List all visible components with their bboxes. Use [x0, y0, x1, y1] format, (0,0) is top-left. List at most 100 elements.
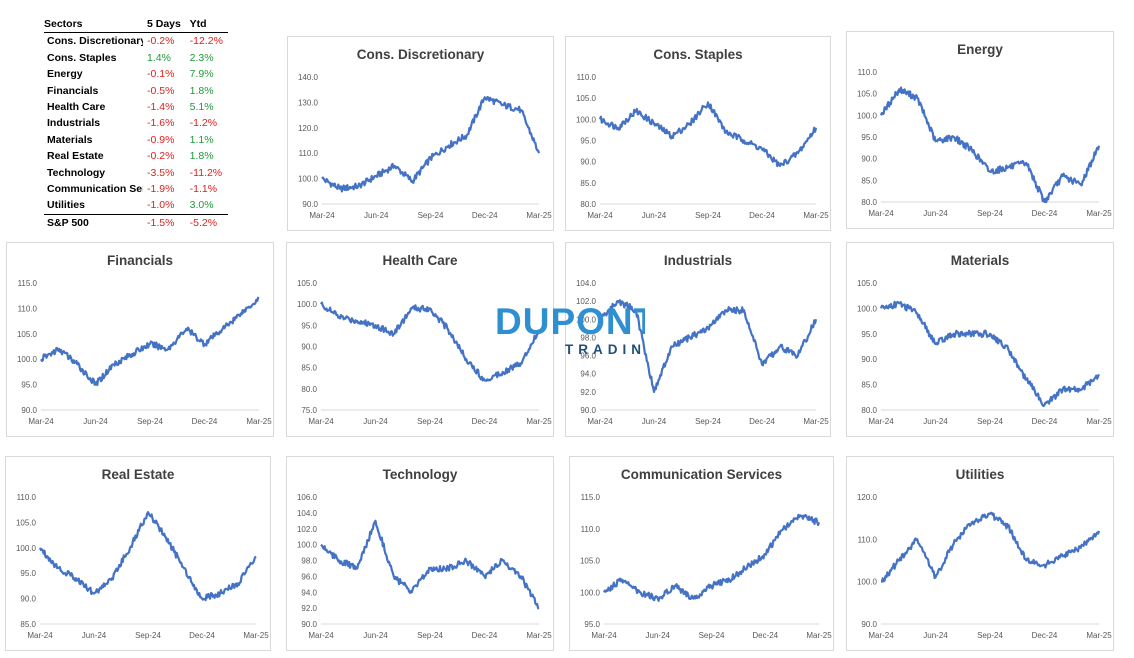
y-tick-label: 92.0: [580, 388, 596, 397]
y-tick-label: 110.0: [858, 68, 878, 77]
table-row: Cons. Discretionary -0.2% -12.2%: [44, 33, 228, 50]
x-tick-label: Dec-24: [1032, 417, 1058, 426]
line-chart: 90.0 92.0 94.0 96.0 98.0 100.0 102.0 104.0 Mar-2…: [576, 279, 829, 426]
y-tick-label: 105.0: [297, 279, 318, 288]
y-tick-label: 110.0: [17, 493, 37, 502]
y-tick-label: 110.0: [299, 149, 319, 158]
x-tick-label: Jun-24: [923, 417, 948, 426]
series-line: [321, 95, 541, 193]
y-tick-label: 100.0: [298, 175, 319, 184]
line-chart: 80.0 85.0 90.0 95.0 100.0 105.0 Mar-24 Jun-24 Se…: [857, 279, 1112, 426]
five-day-change: -1.5%: [143, 213, 186, 232]
y-tick-label: 90.0: [301, 620, 317, 629]
ytd-change: 1.8%: [189, 84, 214, 97]
y-tick-label: 110.0: [577, 73, 597, 82]
x-tick-label: Jun-24: [83, 417, 108, 426]
x-tick-label: Jun-24: [923, 209, 948, 218]
logo-word: DUPONT: [495, 302, 645, 342]
line-chart: 80.0 85.0 90.0 95.0 100.0 105.0 110.0 Mar-24 Jun…: [576, 73, 829, 220]
ytd-change: 2.3%: [189, 51, 214, 64]
y-tick-label: 115.0: [581, 493, 601, 502]
line-chart: 90.0 100.0 110.0 120.0 130.0 140.0 Mar-24 Jun-2…: [298, 73, 552, 220]
line-chart: 95.0 100.0 105.0 110.0 115.0 Mar-24 Jun-24 Sep-…: [580, 493, 832, 640]
sector-name: Health Care: [47, 101, 106, 114]
y-tick-label: 80.0: [861, 198, 877, 207]
x-tick-label: Sep-24: [417, 417, 443, 426]
y-tick-label: 96.0: [580, 352, 596, 361]
y-tick-label: 75.0: [301, 406, 317, 415]
x-tick-label: Mar-24: [308, 417, 334, 426]
chart-panel-industrials: Industrials 90.0 92.0 94.0 96.0 98.0 100.0 102.…: [565, 242, 831, 437]
five-day-change: -1.9%: [147, 183, 175, 196]
x-tick-label: Sep-24: [977, 209, 1003, 218]
table-row: Financials -0.5% 1.8%: [44, 83, 228, 99]
y-tick-label: 80.0: [861, 406, 877, 415]
sector-name: Real Estate: [47, 150, 104, 163]
table-row: Health Care -1.4% 5.1%: [44, 99, 228, 115]
series-line: [599, 299, 818, 393]
line-chart: 80.0 85.0 90.0 95.0 100.0 105.0 110.0 Mar-24 Jun…: [857, 68, 1112, 218]
x-tick-label: Mar-24: [308, 631, 334, 640]
chart-title: Cons. Discretionary: [356, 47, 485, 62]
x-tick-label: Mar-24: [587, 211, 613, 220]
series-line: [598, 101, 818, 168]
table-row: Utilities -1.0% 3.0%: [44, 197, 228, 214]
y-tick-label: 90.0: [302, 200, 318, 209]
x-tick-label: Jun-24: [363, 631, 388, 640]
y-tick-label: 90.0: [21, 406, 37, 415]
five-day-change: -0.1%: [147, 68, 175, 81]
y-tick-label: 90.0: [580, 406, 596, 415]
sector-name: Materials: [47, 133, 93, 146]
x-tick-label: Dec-24: [472, 417, 498, 426]
y-tick-label: 90.0: [861, 355, 877, 364]
x-tick-label: Sep-24: [418, 211, 444, 220]
chart-panel-communication-services: Communication Services 95.0 100.0 105.0 110.…: [569, 456, 834, 651]
x-tick-label: Mar-25: [526, 211, 552, 220]
y-tick-label: 94.0: [580, 370, 596, 379]
sector-name: Utilities: [47, 199, 85, 212]
x-tick-label: Mar-25: [1086, 631, 1112, 640]
x-tick-label: Dec-24: [192, 417, 218, 426]
line-chart: 90.0 95.0 100.0 105.0 110.0 115.0 Mar-24 Jun-24…: [17, 279, 272, 426]
x-tick-label: Mar-24: [868, 209, 894, 218]
series-line: [879, 300, 1100, 408]
sector-name: Cons. Discretionary: [47, 35, 143, 48]
y-tick-label: 95.0: [21, 381, 37, 390]
y-tick-label: 100.0: [17, 355, 38, 364]
x-tick-label: Jun-24: [363, 417, 388, 426]
ytd-change: 7.9%: [189, 68, 214, 81]
series-line: [40, 296, 260, 387]
table-total-row: S&P 500 -1.5% -5.2%: [44, 213, 228, 232]
y-tick-label: 90.0: [861, 155, 877, 164]
sector-name: Financials: [47, 84, 99, 97]
ytd-change: -1.2%: [189, 117, 218, 130]
table-row: Materials -0.9% 1.1%: [44, 132, 228, 148]
y-tick-label: 85.0: [861, 381, 877, 390]
y-tick-label: 102.0: [297, 525, 318, 534]
ytd-change: 5.1%: [189, 101, 214, 114]
table-row: Industrials -1.6% -1.2%: [44, 115, 228, 131]
y-tick-label: 105.0: [16, 518, 37, 527]
chart-panel-cons-discretionary: Cons. Discretionary 90.0 100.0 110.0 120.0 13…: [287, 36, 554, 231]
chart-title: Materials: [950, 253, 1010, 268]
sector-name: Energy: [47, 68, 83, 81]
y-tick-label: 120.0: [298, 124, 319, 133]
y-tick-label: 90.0: [301, 343, 317, 352]
y-tick-label: 110.0: [858, 535, 878, 544]
y-tick-label: 120.0: [857, 493, 878, 502]
x-tick-label: Mar-24: [587, 417, 613, 426]
x-tick-label: Jun-24: [364, 211, 389, 220]
y-tick-label: 98.0: [580, 333, 596, 342]
y-tick-label: 95.0: [301, 321, 317, 330]
series-line: [38, 511, 257, 602]
chart-title: Industrials: [663, 253, 733, 268]
x-tick-label: Jun-24: [642, 211, 667, 220]
y-tick-label: 100.0: [576, 115, 597, 124]
y-tick-label: 105.0: [857, 90, 878, 99]
y-tick-label: 98.0: [301, 557, 317, 566]
y-tick-label: 85.0: [20, 620, 36, 629]
x-tick-label: Mar-24: [868, 417, 894, 426]
x-tick-label: Jun-24: [642, 417, 667, 426]
y-tick-label: 100.0: [857, 578, 878, 587]
five-day-change: -0.2%: [147, 35, 175, 48]
